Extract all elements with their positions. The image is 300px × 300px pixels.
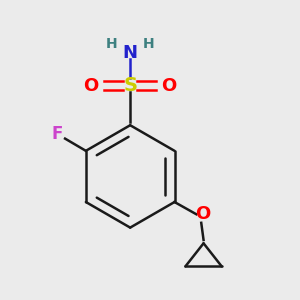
- Text: S: S: [123, 76, 137, 95]
- Text: O: O: [84, 76, 99, 94]
- Text: O: O: [161, 76, 177, 94]
- Text: N: N: [123, 44, 138, 62]
- Text: H: H: [106, 37, 118, 51]
- Text: H: H: [142, 37, 154, 51]
- Text: O: O: [195, 205, 211, 223]
- Text: F: F: [51, 125, 62, 143]
